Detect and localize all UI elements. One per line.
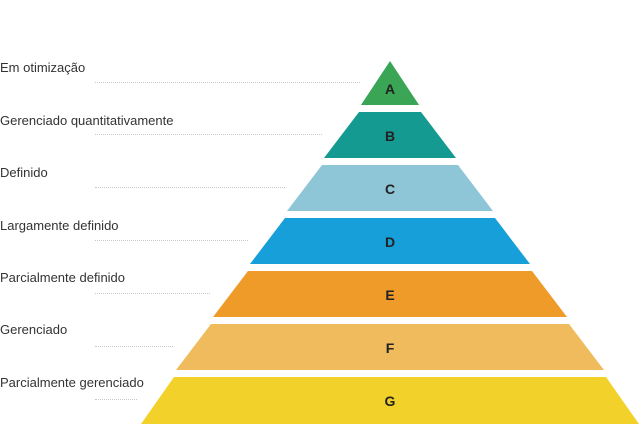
level-band-b <box>324 112 456 158</box>
pyramid-level-b: B <box>324 112 456 158</box>
level-band-e <box>213 271 567 317</box>
pyramid-level-e: E <box>213 271 567 317</box>
level-letter-e: E <box>385 287 394 303</box>
level-letter-a: A <box>385 81 395 97</box>
leader-line-g <box>95 399 137 400</box>
leader-line-d <box>95 240 248 241</box>
level-letter-g: G <box>385 393 396 409</box>
level-label-c: Definido <box>0 165 48 180</box>
level-letter-c: C <box>385 181 395 197</box>
level-label-f: Gerenciado <box>0 322 68 337</box>
level-band-f <box>176 324 604 370</box>
pyramid-level-f: F <box>176 324 604 370</box>
level-band-d <box>250 218 530 264</box>
level-letter-b: B <box>385 128 395 144</box>
leader-line-e <box>95 293 210 294</box>
level-letter-f: F <box>386 340 395 356</box>
level-label-a: Em otimização <box>0 60 86 75</box>
pyramid-level-d: D <box>250 218 530 264</box>
pyramid-level-g: G <box>141 377 639 424</box>
level-band-a-tip <box>361 61 419 105</box>
level-label-e: Parcialmente definido <box>0 270 126 285</box>
pyramid-level-a: A <box>361 61 419 105</box>
level-label-b: Gerenciado quantitativamente <box>0 113 174 128</box>
level-letter-d: D <box>385 234 395 250</box>
level-label-g: Parcialmente gerenciado <box>0 375 144 390</box>
leader-line-f <box>95 346 173 347</box>
pyramid-level-c: C <box>287 165 493 211</box>
level-band-g <box>141 377 639 424</box>
leader-line-a <box>95 82 360 83</box>
leader-line-c <box>95 187 285 188</box>
leader-line-b <box>95 134 322 135</box>
level-label-d: Largamente definido <box>0 218 119 233</box>
level-band-c <box>287 165 493 211</box>
